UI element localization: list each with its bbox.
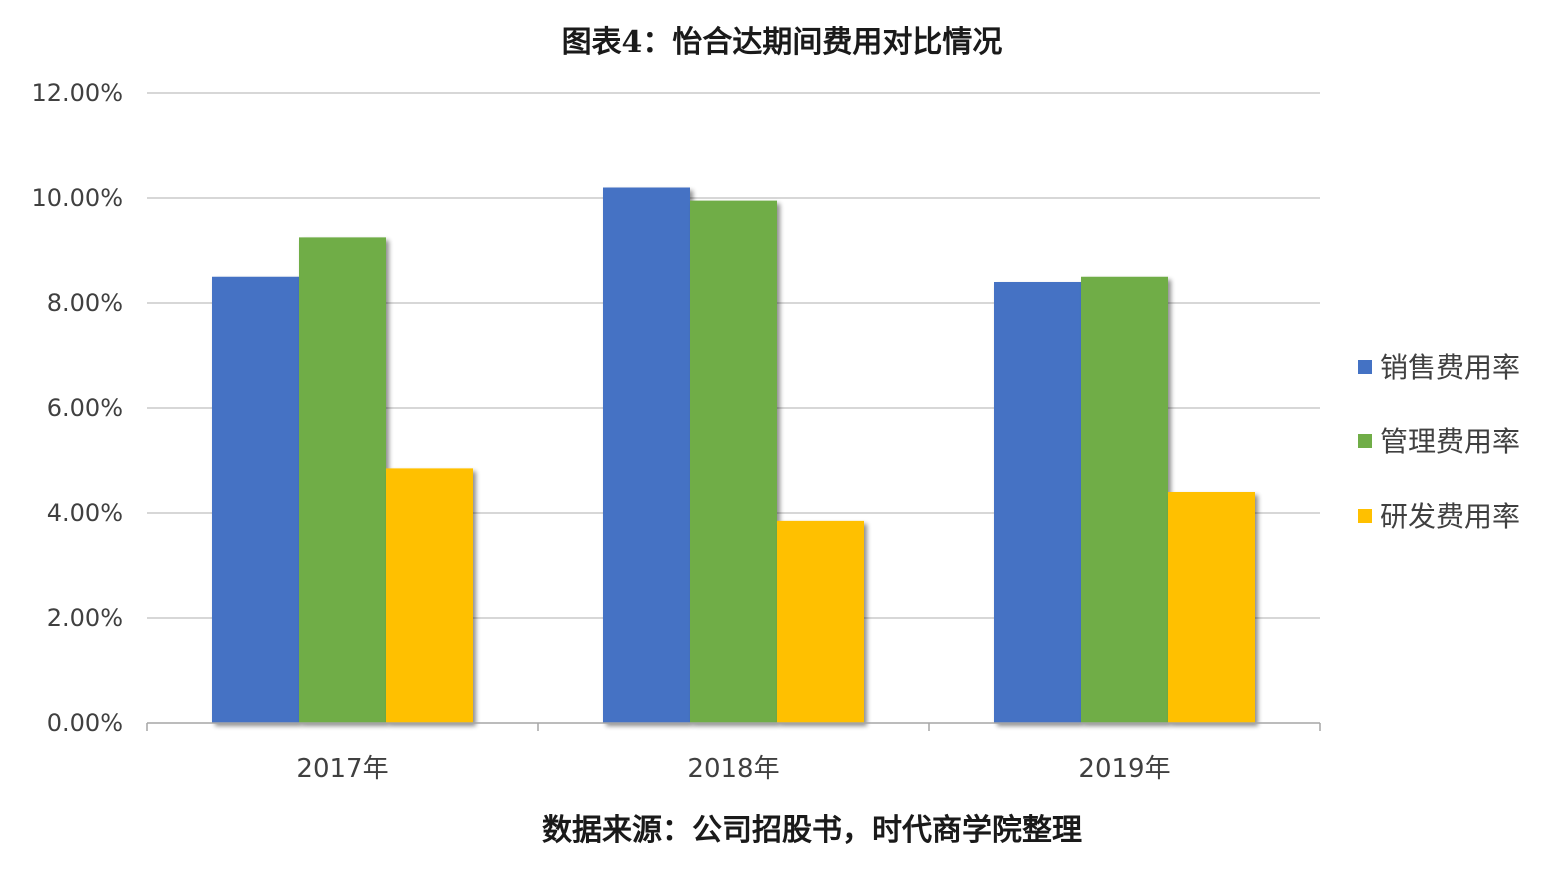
bar-1-2 [603,187,690,723]
x-category-label: 2018年 [687,754,779,784]
source-note: 数据来源：公司招股书，时代商学院整理 [542,813,1082,848]
bar-1-1 [212,276,299,723]
legend-label: 管理费用率 [1380,425,1520,458]
legend-swatch [1358,434,1372,448]
x-category-label: 2019年 [1078,754,1170,784]
y-tick-label: 0.00% [47,709,123,737]
bar-3-3 [1168,492,1255,723]
x-axis [146,722,1321,731]
y-axis-ticks: 0.00% 2.00% 4.00% 6.00% 8.00% 10.00% 12.00% [31,79,123,737]
y-tick-label: 4.00% [47,499,123,527]
x-axis-categories: 2017年 2018年 2019年 [296,754,1170,784]
x-category-label: 2017年 [296,754,388,784]
y-tick-label: 6.00% [47,394,123,422]
bar-2-1 [299,237,386,723]
bar-3-2 [777,520,864,723]
bars [212,187,1255,723]
bar-1-3 [994,282,1081,723]
bar-3-1 [386,468,473,723]
legend-label: 销售费用率 [1380,351,1520,384]
legend-swatch [1358,509,1372,523]
legend-swatch [1358,360,1372,374]
bar-2-2 [690,200,777,723]
bar-2-3 [1081,276,1168,723]
y-tick-label: 2.00% [47,604,123,632]
chart-title: 图表4：怡合达期间费用对比情况 [562,25,1003,60]
y-tick-label: 8.00% [47,289,123,317]
legend-label: 研发费用率 [1380,500,1520,533]
y-tick-label: 10.00% [31,184,123,212]
y-tick-label: 12.00% [31,79,123,107]
